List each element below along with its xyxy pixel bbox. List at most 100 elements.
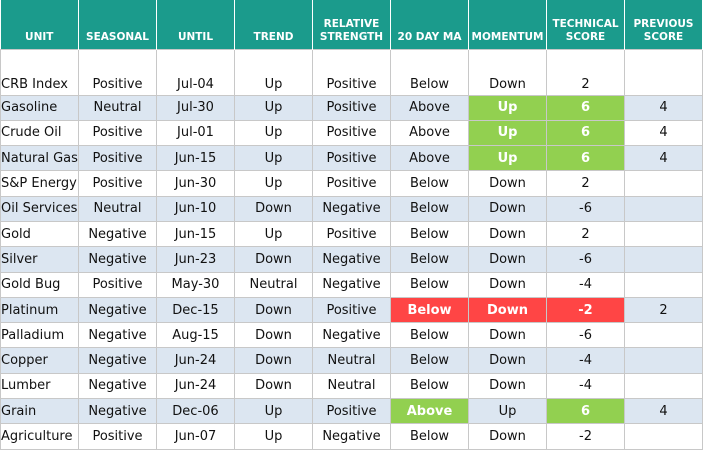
table-row: CRB Index Positive Jul-04 Up Positive Below Do…: [0, 48, 703, 96]
table-cell: Down: [468, 48, 547, 96]
table-row: Platinum Negative Dec-15 Down Positive Below D…: [0, 296, 703, 324]
header-row: UNIT SEASONAL UNTIL TREND RELATIVE STRENGTH 2…: [0, 0, 703, 49]
table-cell: Below: [390, 170, 469, 197]
table-cell: Down: [468, 372, 547, 400]
table-cell: Down: [234, 322, 313, 349]
table-cell: 4: [624, 119, 703, 147]
table-row: Crude Oil Positive Jul-01 Up Positive Above Up…: [0, 119, 703, 147]
table-cell: 6: [546, 119, 625, 147]
table-cell: Positive: [312, 398, 391, 425]
table-cell: Up: [234, 170, 313, 197]
table-cell: Dec-15: [156, 296, 235, 324]
table-cell: Copper: [0, 347, 79, 374]
table-cell: Jun-15: [156, 145, 235, 172]
table-cell: Up: [234, 119, 313, 147]
table-cell: Natural Gas: [0, 145, 79, 172]
column-header: SEASONAL: [78, 0, 157, 49]
table-cell: Above: [390, 145, 469, 172]
table-row: Silver Negative Jun-23 Down Negative Below Dow…: [0, 246, 703, 273]
table-cell: Jul-01: [156, 119, 235, 147]
table-cell: Positive: [312, 296, 391, 324]
table-cell: Negative: [78, 296, 157, 324]
table-cell: May-30: [156, 271, 235, 298]
table-cell: Below: [390, 296, 469, 324]
table-cell: Negative: [78, 220, 157, 248]
table-cell: Gasoline: [0, 94, 79, 121]
table-cell: Down: [468, 170, 547, 197]
table-cell: 4: [624, 145, 703, 172]
table-cell: [624, 271, 703, 298]
table-cell: Up: [234, 220, 313, 248]
column-header: RELATIVE STRENGTH: [312, 0, 391, 49]
table-row: Oil Services Neutral Jun-10 Down Negative Bel…: [0, 195, 703, 222]
table-cell: Up: [234, 145, 313, 172]
table-cell: Negative: [312, 423, 391, 450]
table-cell: Up: [468, 145, 547, 172]
table-cell: -6: [546, 246, 625, 273]
table-row: Gold Bug Positive May-30 Neutral Negative Bel…: [0, 271, 703, 298]
table-cell: Down: [234, 246, 313, 273]
table-cell: Negative: [312, 246, 391, 273]
table-cell: 2: [624, 296, 703, 324]
column-header: MOMENTUM: [468, 0, 547, 49]
table-cell: -4: [546, 372, 625, 400]
table-cell: Crude Oil: [0, 119, 79, 147]
table-row: Gold Negative Jun-15 Up Positive Below Down 2: [0, 220, 703, 248]
table-row: Copper Negative Jun-24 Down Neutral Below Down…: [0, 347, 703, 374]
table-cell: 4: [624, 94, 703, 121]
table-cell: Above: [390, 119, 469, 147]
table-row: Palladium Negative Aug-15 Down Negative Below…: [0, 322, 703, 349]
table-cell: Positive: [78, 145, 157, 172]
table-cell: [624, 423, 703, 450]
table-cell: -6: [546, 322, 625, 349]
table-cell: Down: [468, 423, 547, 450]
column-header: 20 DAY MA: [390, 0, 469, 49]
table-cell: 2: [546, 220, 625, 248]
table-cell: Positive: [78, 119, 157, 147]
table-cell: Up: [468, 94, 547, 121]
table-cell: -2: [546, 423, 625, 450]
table-cell: Up: [234, 423, 313, 450]
table-cell: Neutral: [312, 372, 391, 400]
table-cell: Negative: [78, 246, 157, 273]
table-cell: Agriculture: [0, 423, 79, 450]
table-cell: 6: [546, 398, 625, 425]
table-cell: Neutral: [78, 94, 157, 121]
column-header: PREVIOUS SCORE: [624, 0, 703, 49]
table-cell: Jun-24: [156, 372, 235, 400]
table-cell: Down: [468, 195, 547, 222]
table-cell: Positive: [78, 271, 157, 298]
table-cell: 2: [546, 48, 625, 96]
table-cell: Negative: [78, 372, 157, 400]
table-cell: Above: [390, 398, 469, 425]
table-cell: Jun-23: [156, 246, 235, 273]
table-cell: Positive: [78, 48, 157, 96]
table-cell: Up: [468, 119, 547, 147]
table-cell: Silver: [0, 246, 79, 273]
table-row: Natural Gas Positive Jun-15 Up Positive Above…: [0, 145, 703, 172]
table-cell: Below: [390, 195, 469, 222]
table-cell: Down: [468, 220, 547, 248]
table-cell: Positive: [312, 94, 391, 121]
table-cell: Jun-24: [156, 347, 235, 374]
table-cell: -6: [546, 195, 625, 222]
table-cell: Below: [390, 271, 469, 298]
table-cell: Up: [468, 398, 547, 425]
table-cell: Positive: [312, 145, 391, 172]
table-cell: Jul-04: [156, 48, 235, 96]
table-cell: Gold: [0, 220, 79, 248]
table-cell: Positive: [78, 170, 157, 197]
column-header: UNTIL: [156, 0, 235, 49]
table-cell: Negative: [312, 322, 391, 349]
table-cell: Grain: [0, 398, 79, 425]
table-cell: Below: [390, 48, 469, 96]
table-cell: Positive: [312, 119, 391, 147]
table-cell: 2: [546, 170, 625, 197]
table-cell: Neutral: [312, 347, 391, 374]
table-cell: [624, 347, 703, 374]
table-cell: Up: [234, 94, 313, 121]
table-cell: Neutral: [234, 271, 313, 298]
column-header: TECHNICAL SCORE: [546, 0, 625, 49]
table-cell: Neutral: [78, 195, 157, 222]
